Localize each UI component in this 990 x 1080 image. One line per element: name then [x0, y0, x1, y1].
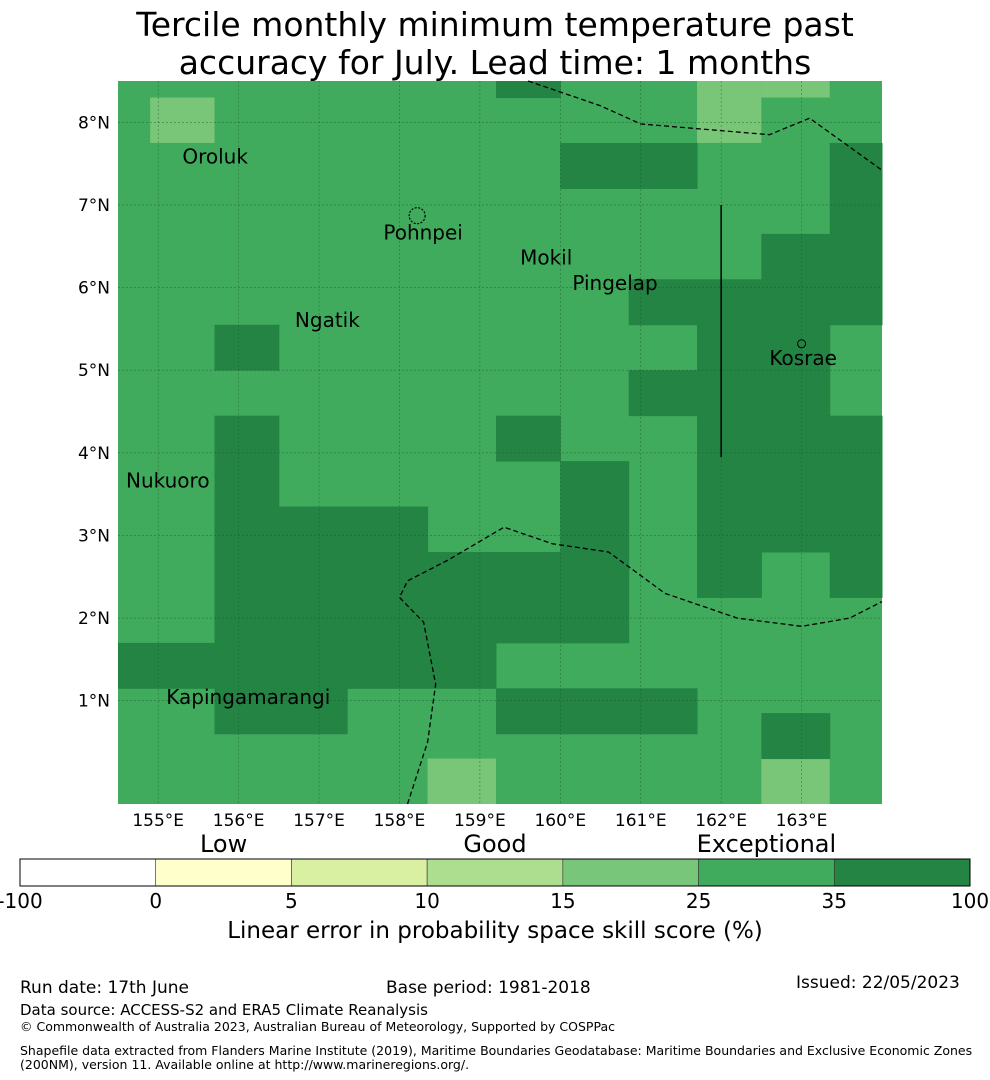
lat-tick-label: 4°N [78, 444, 110, 464]
island-outlines [408, 207, 807, 349]
lat-tick-label: 6°N [78, 279, 110, 299]
colorbar-tick-label: 35 [822, 889, 847, 913]
map-title-line-2: accuracy for July. Lead time: 1 months [178, 43, 812, 82]
colorbar-tick-label: 25 [686, 889, 711, 913]
grid-cell-exceptional [214, 551, 497, 598]
grid-cell-exceptional [495, 551, 630, 598]
grid-cell-exceptional [495, 81, 561, 99]
grid-cell-exceptional [829, 142, 883, 235]
copyright: © Commonwealth of Australia 2023, Austra… [20, 1019, 615, 1034]
colorbar-frame [19, 858, 971, 887]
lat-tick-label: 3°N [78, 526, 110, 546]
grid-cell-good [761, 81, 830, 98]
issued-date: Issued: 22/05/2023 [796, 973, 960, 993]
place-label: Pingelap [572, 271, 657, 295]
grid-cell-exceptional [427, 597, 630, 644]
eez-boundary-line [398, 526, 883, 805]
colorbar-tick-label: 100 [951, 889, 989, 913]
grid-cell-exceptional [761, 233, 883, 280]
lat-tick-label: 2°N [78, 609, 110, 629]
lon-tick-label: 161°E [615, 811, 667, 831]
colorbar-segment [19, 858, 157, 887]
colorbar-category-exceptional: Exceptional [696, 830, 837, 858]
colorbar-tick-label: 10 [414, 889, 439, 913]
colorbar: -100 0 5 10 15 25 35 100 [0, 858, 989, 913]
run-date: Run date: 17th June [20, 978, 189, 998]
maritime-boundaries [398, 80, 883, 805]
grid-cell-exceptional [214, 324, 280, 371]
lon-tick-label: 156°E [213, 811, 265, 831]
pohnpei-outline [408, 207, 426, 225]
grid-cell-exceptional [628, 279, 883, 326]
lon-tick-label: 159°E [454, 811, 506, 831]
colorbar-label: Linear error in probability space skill … [227, 918, 763, 944]
colorbar-tick-label: 15 [550, 889, 575, 913]
place-label: Ngatik [295, 308, 360, 332]
colorbar-category-good: Good [463, 830, 527, 858]
shapefile-credit-line-2: (200NM), version 11. Available online at… [20, 1057, 470, 1072]
place-label: Kapingamarangi [166, 685, 330, 709]
lat-tick-label: 7°N [78, 196, 110, 216]
grid-cell-exceptional [761, 713, 831, 760]
lon-tick-label: 160°E [534, 811, 586, 831]
kosrae-outline [797, 339, 807, 349]
grid-cell-exceptional [214, 415, 280, 553]
grid-cell-exceptional [829, 551, 883, 598]
grid-cell-exceptional [560, 461, 630, 553]
grid-cell-exceptional [278, 506, 429, 553]
shapefile-credit-line-1: Shapefile data extracted from Flanders M… [20, 1043, 973, 1058]
data-source: Data source: ACCESS-S2 and ERA5 Climate … [20, 1001, 428, 1019]
place-label: Kosrae [769, 346, 837, 370]
grid-cell-exceptional [560, 142, 698, 189]
grid-cell-exceptional [697, 324, 762, 371]
grid-cell-exceptional [214, 597, 348, 644]
grid-cell-good [150, 97, 215, 143]
grid-cell-exceptional [347, 597, 429, 644]
grid-cell-good [697, 81, 762, 143]
grid-cell-exceptional [118, 642, 497, 689]
lon-tick-label: 162°E [695, 811, 747, 831]
grid-cell-exceptional [628, 370, 831, 417]
colorbar-tick-label: 5 [285, 889, 298, 913]
grid-cell-exceptional [214, 688, 348, 735]
grid-cell-exceptional [761, 324, 831, 371]
lon-tick-label: 155°E [132, 811, 184, 831]
map-title: Tercile monthly minimum temperature past… [0, 6, 990, 82]
grid-cell-good [427, 758, 496, 804]
colorbar-segment [291, 858, 428, 887]
grid-cell-exceptional [495, 415, 561, 462]
colorbar-segment [426, 858, 564, 887]
grid-cell-good [761, 758, 830, 804]
eez-boundary-line [527, 80, 883, 171]
grid-cell-exceptional [495, 688, 698, 735]
colorbar-segment [562, 858, 699, 887]
colorbar-tick-label: -100 [0, 889, 43, 913]
base-period: Base period: 1981-2018 [386, 978, 591, 998]
place-label: Nukuoro [126, 469, 210, 493]
lat-tick-label: 5°N [78, 361, 110, 381]
skill-grid-cells [118, 81, 883, 804]
grid-cell-exceptional [697, 415, 883, 462]
place-label: Mokil [520, 245, 572, 269]
place-label: Pohnpei [383, 221, 463, 245]
map-title-line-1: Tercile monthly minimum temperature past [136, 5, 854, 44]
colorbar-segment [833, 858, 971, 887]
colorbar-segment [698, 858, 835, 887]
grid-cell-exceptional [697, 551, 762, 598]
lon-tick-label: 158°E [374, 811, 426, 831]
lon-tick-label: 157°E [293, 811, 345, 831]
axis-tick-labels: 155°E 156°E 157°E 158°E 159°E 160°E 161°E 162°E… [78, 113, 827, 831]
lat-tick-label: 8°N [78, 113, 110, 133]
colorbar-tick-label: 0 [149, 889, 162, 913]
colorbar-segment [155, 858, 292, 887]
colorbar-category-low: Low [199, 830, 248, 858]
lat-tick-label: 1°N [78, 692, 110, 712]
grid-cell-exceptional [697, 461, 883, 553]
lon-tick-label: 163°E [776, 811, 828, 831]
place-label: Oroluk [182, 145, 248, 169]
